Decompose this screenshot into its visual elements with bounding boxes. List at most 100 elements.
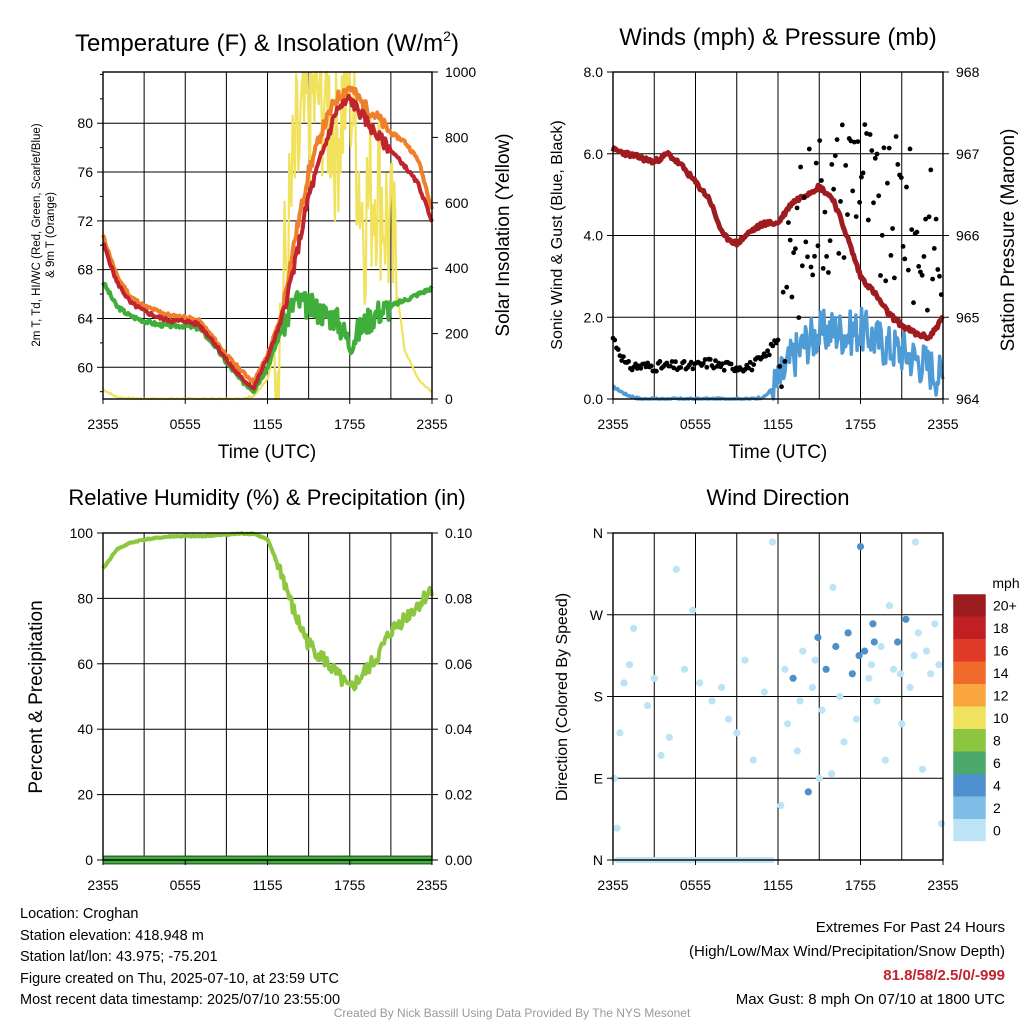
- speed-legend-label: 8: [993, 732, 1001, 748]
- x-tick-label: 2355: [416, 416, 447, 432]
- gust-point: [820, 266, 826, 271]
- gust-point: [911, 300, 916, 306]
- gust-point: [916, 264, 922, 269]
- direction-point: [708, 697, 716, 705]
- gust-point: [829, 162, 835, 167]
- direction-point: [931, 620, 939, 628]
- gust-point: [817, 138, 823, 144]
- y-tick-label: 40: [77, 721, 93, 737]
- y-tick-label: 100: [70, 525, 94, 541]
- direction-point: [630, 624, 638, 633]
- y-tick-label: 0.0: [584, 391, 604, 407]
- direction-point: [815, 774, 823, 782]
- direction-point: [811, 656, 819, 664]
- gust-point: [796, 315, 802, 320]
- direction-point: [856, 543, 865, 551]
- gust-point: [626, 359, 631, 364]
- y-tick-label: S: [594, 689, 603, 705]
- gust-point: [831, 186, 836, 192]
- gust-point: [827, 238, 833, 244]
- recent-timestamp: Most recent data timestamp: 2025/07/10 2…: [20, 992, 341, 1008]
- gust-point: [886, 145, 892, 151]
- gust-point: [888, 253, 894, 258]
- y2-tick-label: 0.06: [445, 656, 472, 672]
- gust-point: [824, 254, 829, 259]
- gust-point: [871, 200, 876, 206]
- direction-point: [894, 638, 902, 646]
- speed-legend-swatch: [953, 751, 986, 774]
- direction-point: [861, 647, 869, 655]
- temperature-line: [101, 93, 434, 391]
- x-tick-label: 0555: [170, 416, 201, 432]
- gust-point: [838, 199, 843, 204]
- speed-legend-swatch: [953, 616, 986, 639]
- direction-point: [777, 801, 785, 810]
- direction-point: [870, 638, 878, 646]
- gust-point: [859, 174, 864, 180]
- direction-point: [643, 702, 652, 710]
- gust-point: [799, 263, 805, 269]
- y-tick-label: 68: [77, 262, 93, 278]
- gust-point: [801, 194, 807, 200]
- wind-panel: Winds (mph) & Pressure (mb) 0.0 2.0 4.0 6.0…: [549, 24, 1019, 463]
- rh-line: [101, 531, 434, 692]
- humidity-title: Relative Humidity (%) & Precipitation (i…: [68, 485, 465, 510]
- gust-point: [713, 358, 718, 364]
- speed-legend-swatch: [953, 796, 986, 819]
- gust-point: [909, 227, 915, 233]
- gust-point: [749, 367, 755, 373]
- gust-point: [876, 193, 882, 199]
- gust-point: [914, 229, 920, 235]
- x-tick-label: 1155: [763, 877, 793, 893]
- speed-legend-label: 12: [993, 687, 1009, 703]
- x-tick-label: 2355: [87, 416, 118, 432]
- gust-point: [900, 244, 906, 249]
- gust-point: [784, 284, 790, 290]
- gust-point: [928, 167, 934, 173]
- gust-point: [747, 359, 753, 365]
- speed-legend-swatch: [953, 706, 986, 729]
- gust-point: [721, 367, 727, 373]
- gust-point: [843, 163, 849, 168]
- gust-point: [645, 360, 651, 366]
- gust-point: [669, 359, 675, 364]
- x-tick-label: 2355: [597, 416, 628, 432]
- speed-legend-label: 16: [993, 642, 1009, 658]
- direction-point: [818, 706, 826, 714]
- gust-point: [850, 188, 856, 194]
- gust-point: [905, 267, 911, 273]
- x-tick-label: 2355: [927, 877, 958, 893]
- gust-point: [777, 364, 783, 369]
- y-tick-label: 60: [77, 359, 93, 375]
- y2-tick-label: 200: [445, 326, 469, 342]
- direction-point: [829, 583, 837, 592]
- gust-point: [883, 278, 889, 284]
- gust-point: [857, 199, 862, 205]
- direction-point: [789, 674, 797, 682]
- direction-point: [689, 606, 697, 614]
- gust-point: [648, 363, 654, 369]
- gust-point: [782, 359, 788, 364]
- credit-line: Created By Nick Bassill Using Data Provi…: [333, 1006, 691, 1020]
- direction-point: [724, 715, 733, 723]
- temperature-x-ticks: 2355 0555 1155 1755 2355: [87, 399, 448, 432]
- gust-point: [787, 237, 793, 243]
- gust-point: [766, 352, 772, 358]
- direction-point: [869, 620, 877, 628]
- y-tick-label: 80: [77, 115, 93, 131]
- y-tick-label: 20: [77, 787, 93, 803]
- gust-point: [937, 273, 942, 279]
- extremes-box: Extremes For Past 24 Hours (High/Low/Max…: [689, 916, 1005, 1012]
- direction-point: [696, 679, 704, 687]
- direction-point: [889, 665, 898, 673]
- direction-point: [927, 670, 935, 678]
- temperature-panel: Temperature (F) & Insolation (W/m2) 60 64…: [31, 28, 514, 463]
- wind-xlabel: Time (UTC): [729, 442, 828, 463]
- gust-point: [690, 366, 696, 372]
- direction-point: [625, 661, 634, 669]
- gust-point: [815, 243, 821, 249]
- direction-point: [796, 697, 804, 705]
- y-tick-label: N: [593, 852, 603, 868]
- x-tick-label: 0555: [170, 877, 201, 893]
- pressure-ylabel: Station Pressure (Maroon): [998, 129, 1019, 352]
